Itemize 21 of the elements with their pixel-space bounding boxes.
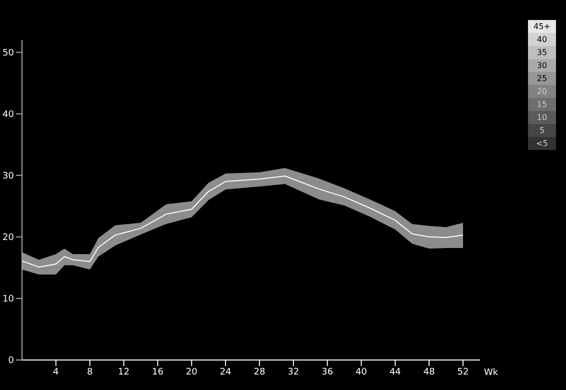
y-tick-label: 20 [2,233,14,244]
color-key: 45+ 40 35 30 25 20 15 10 5 <5 [528,20,556,150]
x-tick-label: 48 [423,367,436,378]
x-tick-label: 12 [118,367,130,378]
y-tick-label: 30 [2,172,14,182]
y-tick-label: 0 [8,356,14,366]
x-axis-title: Wk [484,368,499,378]
x-tick-label: 40 [356,367,368,378]
x-tick-label: 16 [152,367,164,378]
x-tick-label: 20 [186,367,198,378]
x-tick-label: 52 [457,367,469,378]
x-tick-label: 36 [322,367,334,378]
x-tick-label: 8 [86,367,93,378]
x-tick-label: 44 [389,367,402,378]
x-tick-label: 4 [53,367,60,378]
y-tick-label: 50 [2,48,14,59]
x-tick-label: 32 [288,367,300,378]
x-tick-label: 28 [254,367,266,378]
y-tick-label: 40 [2,110,14,120]
y-tick-label: 10 [2,294,14,305]
x-tick-label: 24 [220,367,232,378]
